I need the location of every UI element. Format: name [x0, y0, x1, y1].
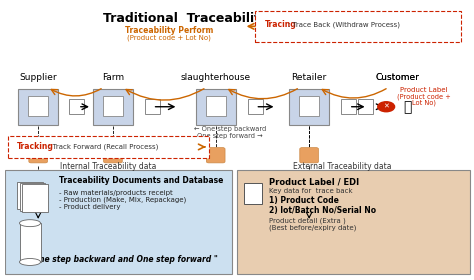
- Text: Customer: Customer: [376, 73, 420, 82]
- Text: Tracking: Tracking: [17, 143, 54, 151]
- Text: Product Label / EDI: Product Label / EDI: [269, 177, 360, 186]
- FancyBboxPatch shape: [28, 96, 48, 116]
- FancyBboxPatch shape: [93, 89, 133, 125]
- Text: Traceability Perform: Traceability Perform: [125, 26, 213, 35]
- Text: Traceability Documents and Database: Traceability Documents and Database: [59, 176, 224, 185]
- FancyBboxPatch shape: [29, 148, 47, 163]
- FancyBboxPatch shape: [22, 184, 47, 212]
- Text: - Production (Make, Mix, Repackage): - Production (Make, Mix, Repackage): [59, 196, 186, 203]
- Text: Supplier: Supplier: [19, 73, 57, 82]
- Text: Internal Traceability data: Internal Traceability data: [60, 162, 156, 171]
- FancyBboxPatch shape: [19, 223, 40, 262]
- FancyBboxPatch shape: [341, 99, 356, 114]
- Ellipse shape: [19, 220, 40, 227]
- Text: Farm: Farm: [102, 73, 124, 82]
- FancyBboxPatch shape: [358, 99, 373, 114]
- Text: Retailer: Retailer: [292, 73, 327, 82]
- FancyBboxPatch shape: [244, 183, 263, 204]
- FancyBboxPatch shape: [8, 136, 209, 158]
- FancyBboxPatch shape: [300, 148, 319, 163]
- Text: ✕: ✕: [383, 104, 389, 110]
- Text: Traditional  Traceability  System Model: Traditional Traceability System Model: [103, 13, 375, 25]
- Text: - Raw materials/products receipt: - Raw materials/products receipt: [59, 190, 173, 196]
- FancyBboxPatch shape: [248, 99, 263, 114]
- Text: 1) Product Code: 1) Product Code: [269, 197, 339, 206]
- Circle shape: [378, 102, 394, 112]
- FancyBboxPatch shape: [69, 99, 84, 114]
- Text: ← One step backward: ← One step backward: [193, 126, 266, 132]
- Text: - Product delivery: - Product delivery: [59, 204, 121, 209]
- FancyBboxPatch shape: [196, 89, 236, 125]
- Text: External Traceability data: External Traceability data: [292, 162, 391, 171]
- FancyBboxPatch shape: [255, 11, 461, 42]
- FancyBboxPatch shape: [17, 182, 43, 209]
- Text: (Best before/expiry date): (Best before/expiry date): [269, 224, 357, 230]
- Text: 2) lot/Batch No/Serial No: 2) lot/Batch No/Serial No: [269, 206, 376, 215]
- Text: 🚶: 🚶: [403, 100, 411, 114]
- FancyBboxPatch shape: [6, 171, 232, 274]
- Text: (Product code + Lot No): (Product code + Lot No): [127, 34, 211, 41]
- FancyBboxPatch shape: [299, 96, 319, 116]
- Text: (Product code +: (Product code +: [397, 94, 450, 100]
- FancyBboxPatch shape: [19, 183, 45, 211]
- Text: slaughterhouse: slaughterhouse: [181, 73, 251, 82]
- Text: One step forward →: One step forward →: [197, 133, 263, 139]
- Text: : Trace Back (Withdraw Process): : Trace Back (Withdraw Process): [288, 22, 400, 28]
- Text: Key data for  trace back: Key data for trace back: [269, 188, 353, 194]
- Text: Lot No): Lot No): [411, 99, 436, 106]
- FancyBboxPatch shape: [145, 99, 160, 114]
- Text: Tracing: Tracing: [265, 20, 297, 29]
- FancyBboxPatch shape: [237, 171, 470, 274]
- FancyBboxPatch shape: [103, 96, 123, 116]
- Text: Product detail (Extra ): Product detail (Extra ): [269, 217, 346, 224]
- Text: Product Label: Product Label: [400, 87, 447, 93]
- Text: " One step backward and One step forward ": " One step backward and One step forward…: [27, 255, 218, 264]
- FancyBboxPatch shape: [206, 96, 226, 116]
- Ellipse shape: [19, 258, 40, 265]
- FancyBboxPatch shape: [206, 148, 225, 163]
- Text: Customer: Customer: [376, 73, 420, 82]
- FancyBboxPatch shape: [104, 148, 122, 163]
- FancyBboxPatch shape: [289, 89, 329, 125]
- Text: : Track Forward (Recall Process): : Track Forward (Recall Process): [47, 144, 158, 150]
- FancyBboxPatch shape: [18, 89, 58, 125]
